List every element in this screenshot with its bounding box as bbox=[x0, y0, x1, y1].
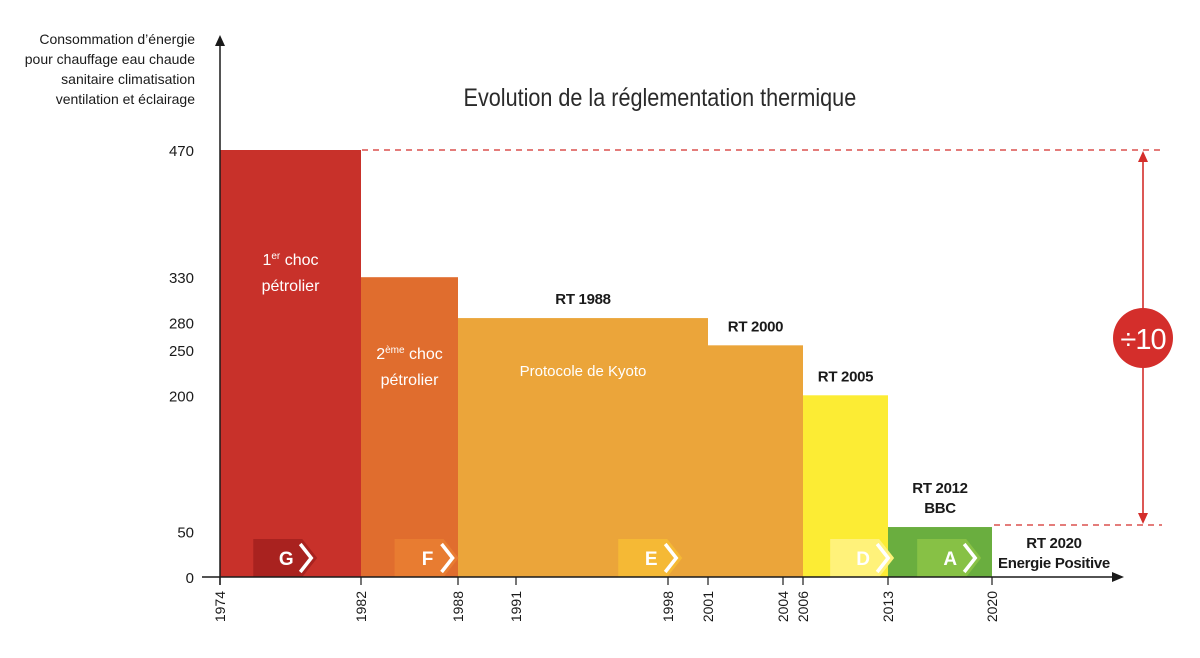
reduction-arrow-up-icon bbox=[1138, 151, 1148, 162]
bar-label-2020-0: RT 2020 bbox=[1026, 535, 1081, 552]
y-tick-label-0: 0 bbox=[186, 570, 194, 587]
bar-label-1988-0: RT 1988 bbox=[555, 291, 610, 308]
energy-class-f-badge bbox=[394, 539, 459, 577]
x-tick-label-2020: 2020 bbox=[984, 591, 1000, 622]
y-tick-label-330: 330 bbox=[169, 270, 194, 287]
axes-layer: 470 330 280 250 200 50 0 Consommation d’énergie… bbox=[25, 31, 1124, 622]
x-tick-label-2013: 2013 bbox=[880, 591, 896, 622]
energy-class-f-chevron-icon bbox=[440, 542, 455, 574]
y-axis-arrow-icon bbox=[215, 35, 225, 46]
bar-1974-1982 bbox=[220, 150, 361, 577]
x-tick-label-1974: 1974 bbox=[212, 591, 228, 622]
bar-2001-2006 bbox=[708, 345, 803, 577]
reduction-arrow-down-icon bbox=[1138, 513, 1148, 524]
energy-class-e-chevron-icon bbox=[663, 542, 679, 574]
y-tick-label-280: 280 bbox=[169, 316, 194, 333]
energy-class-a-letter: A bbox=[943, 549, 957, 570]
bar-1988-2001 bbox=[458, 318, 708, 577]
chart-title: Evolution de la réglementation thermique bbox=[464, 83, 857, 111]
energy-class-g-chevron-icon bbox=[298, 542, 314, 574]
labels-layer: 1er choc pétrolier 2ème choc pétrolier Proto… bbox=[262, 251, 1111, 572]
bar-inner-label-line2-1: pétrolier bbox=[381, 372, 439, 389]
energy-class-d-chevron-icon bbox=[875, 542, 891, 574]
bar-1982-1988 bbox=[361, 277, 458, 577]
bar-inner-label-1: 2ème choc bbox=[376, 345, 443, 363]
bar-label-2013-0: RT 2012 bbox=[912, 480, 967, 497]
x-tick-label-2004: 2004 bbox=[775, 591, 791, 622]
energy-class-g-letter: G bbox=[279, 549, 294, 570]
x-axis-arrow-icon bbox=[1112, 572, 1124, 582]
bar-inner-label-line2-0: pétrolier bbox=[262, 278, 320, 295]
bar-label-2020-1: Energie Positive bbox=[998, 555, 1110, 572]
energy-class-a-badge bbox=[917, 539, 982, 577]
energy-class-d-badge bbox=[830, 539, 895, 577]
x-tick-label-1991: 1991 bbox=[508, 591, 524, 622]
energy-class-e-letter: E bbox=[645, 549, 658, 570]
y-tick-label-470: 470 bbox=[169, 143, 194, 160]
x-tick-label-2001: 2001 bbox=[700, 591, 716, 622]
y-axis-label-line-2: sanitaire climatisation bbox=[61, 71, 195, 87]
y-axis-label-line-1: pour chauffage eau chaude bbox=[25, 51, 195, 67]
energy-class-e-badge bbox=[618, 539, 683, 577]
x-tick-label-1988: 1988 bbox=[450, 591, 466, 622]
x-tick-label-1982: 1982 bbox=[353, 591, 369, 622]
x-tick-label-2006: 2006 bbox=[795, 591, 811, 622]
energy-class-d-letter: D bbox=[856, 549, 870, 570]
energy-class-f-letter: F bbox=[422, 549, 434, 570]
reduction-badge bbox=[1113, 308, 1173, 368]
bar-inner-label-0: 1er choc bbox=[262, 251, 318, 269]
y-axis-label-line-0: Consommation d’énergie bbox=[39, 31, 195, 47]
y-tick-label-50: 50 bbox=[177, 525, 194, 542]
reduction-badge-text: ÷10 bbox=[1120, 324, 1165, 356]
y-tick-label-200: 200 bbox=[169, 388, 194, 405]
energy-class-g-badge bbox=[253, 539, 318, 577]
bar-label-2001-0: RT 2000 bbox=[728, 318, 783, 335]
bar-label-2006-0: RT 2005 bbox=[818, 368, 873, 385]
bar-inner-text-2: Protocole de Kyoto bbox=[520, 363, 647, 380]
y-tick-label-250: 250 bbox=[169, 343, 194, 360]
reduction-annotation: ÷10 bbox=[362, 149, 1173, 526]
y-axis-label-line-3: ventilation et éclairage bbox=[56, 91, 196, 107]
energy-class-a-chevron-icon bbox=[962, 542, 978, 574]
bar-label-2013-1: BBC bbox=[924, 500, 956, 517]
x-tick-label-1998: 1998 bbox=[660, 591, 676, 622]
